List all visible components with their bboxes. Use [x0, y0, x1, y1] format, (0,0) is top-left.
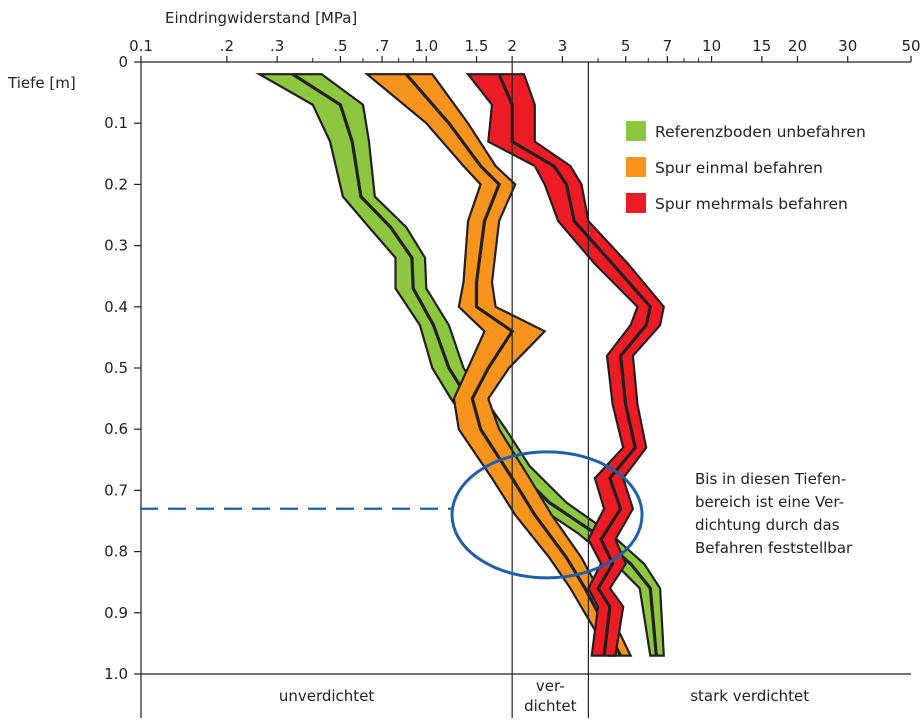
- x-tick-label-8: 3: [558, 37, 568, 55]
- x-tick-label-14: 30: [838, 37, 857, 55]
- x-axis-title: Eindringwiderstand [MPa]: [165, 9, 357, 27]
- y-tick-label-5: 0.5: [104, 359, 128, 377]
- x-tick-label-12: 15: [752, 37, 771, 55]
- zone-label-1-0: ver-: [536, 677, 565, 695]
- x-tick-label-0: 0.1: [129, 37, 153, 55]
- annotation: Bis in diesen Tiefen-bereich ist eine Ve…: [140, 450, 853, 580]
- y-tick-label-9: 0.9: [104, 604, 128, 622]
- x-tick-label-4: .7: [375, 37, 389, 55]
- legend-label-1: Spur einmal befahren: [655, 159, 823, 177]
- zone-label-2-0: stark verdichtet: [690, 687, 809, 705]
- x-tick-label-3: .5: [333, 37, 347, 55]
- x-tick-label-1: .2: [220, 37, 234, 55]
- x-tick-label-6: 1.5: [465, 37, 489, 55]
- y-tick-label-6: 0.6: [104, 420, 128, 438]
- zone-labels: unverdichtet ver-dichtet stark verdichtet: [279, 677, 809, 715]
- y-tick-label-1: 0.1: [104, 114, 128, 132]
- x-tick-label-9: 5: [621, 37, 631, 55]
- legend-label-2: Spur mehrmals befahren: [655, 195, 848, 213]
- y-axis: 0 0.1 0.2 0.3 0.4 0.5 0.6 0.7 0.8 0.9 1.0: [104, 53, 141, 683]
- y-tick-label-8: 0.8: [104, 543, 128, 561]
- x-tick-label-10: 7: [663, 37, 673, 55]
- zone-label-1-1: dichtet: [524, 697, 577, 715]
- legend-swatch-0: [626, 121, 646, 141]
- x-tick-label-2: .3: [270, 37, 284, 55]
- series-median-1: [404, 73, 623, 657]
- x-tick-label-11: 10: [702, 37, 721, 55]
- legend-label-0: Referenzboden unbefahren: [655, 123, 866, 141]
- chart-frame: [140, 61, 911, 718]
- x-tick-label-7: 2: [507, 37, 517, 55]
- series-bands: [255, 72, 665, 657]
- legend: Referenzboden unbefahren Spur einmal befa…: [626, 121, 866, 213]
- x-tick-label-5: 1.0: [414, 37, 438, 55]
- x-axis: 0.1 .2 .3 .5 .7 1.0 1.5 2 3 5 7 10 15 20 30 50: [129, 37, 921, 62]
- annotation-text-1: bereich ist eine Ver-: [695, 493, 844, 511]
- y-tick-label-2: 0.2: [104, 175, 128, 193]
- x-tick-label-13: 20: [788, 37, 807, 55]
- y-tick-label-4: 0.4: [104, 298, 128, 316]
- annotation-text-2: dichtung durch das: [695, 516, 840, 534]
- y-axis-title: Tiefe [m]: [7, 74, 76, 92]
- legend-swatch-1: [626, 157, 646, 177]
- y-tick-label-3: 0.3: [104, 237, 128, 255]
- annotation-text-3: Befahren feststellbar: [695, 539, 853, 557]
- y-tick-label-7: 0.7: [104, 481, 128, 499]
- y-tick-label-0: 0: [118, 53, 128, 71]
- y-tick-label-10: 1.0: [104, 665, 128, 683]
- legend-swatch-2: [626, 193, 646, 213]
- highlight-ellipse: [450, 450, 644, 580]
- annotation-text-0: Bis in diesen Tiefen-: [695, 470, 846, 488]
- zone-label-0-0: unverdichtet: [279, 687, 375, 705]
- series-median-2: [497, 73, 653, 656]
- series-band-2: [465, 73, 665, 657]
- x-tick-label-15: 50: [901, 37, 920, 55]
